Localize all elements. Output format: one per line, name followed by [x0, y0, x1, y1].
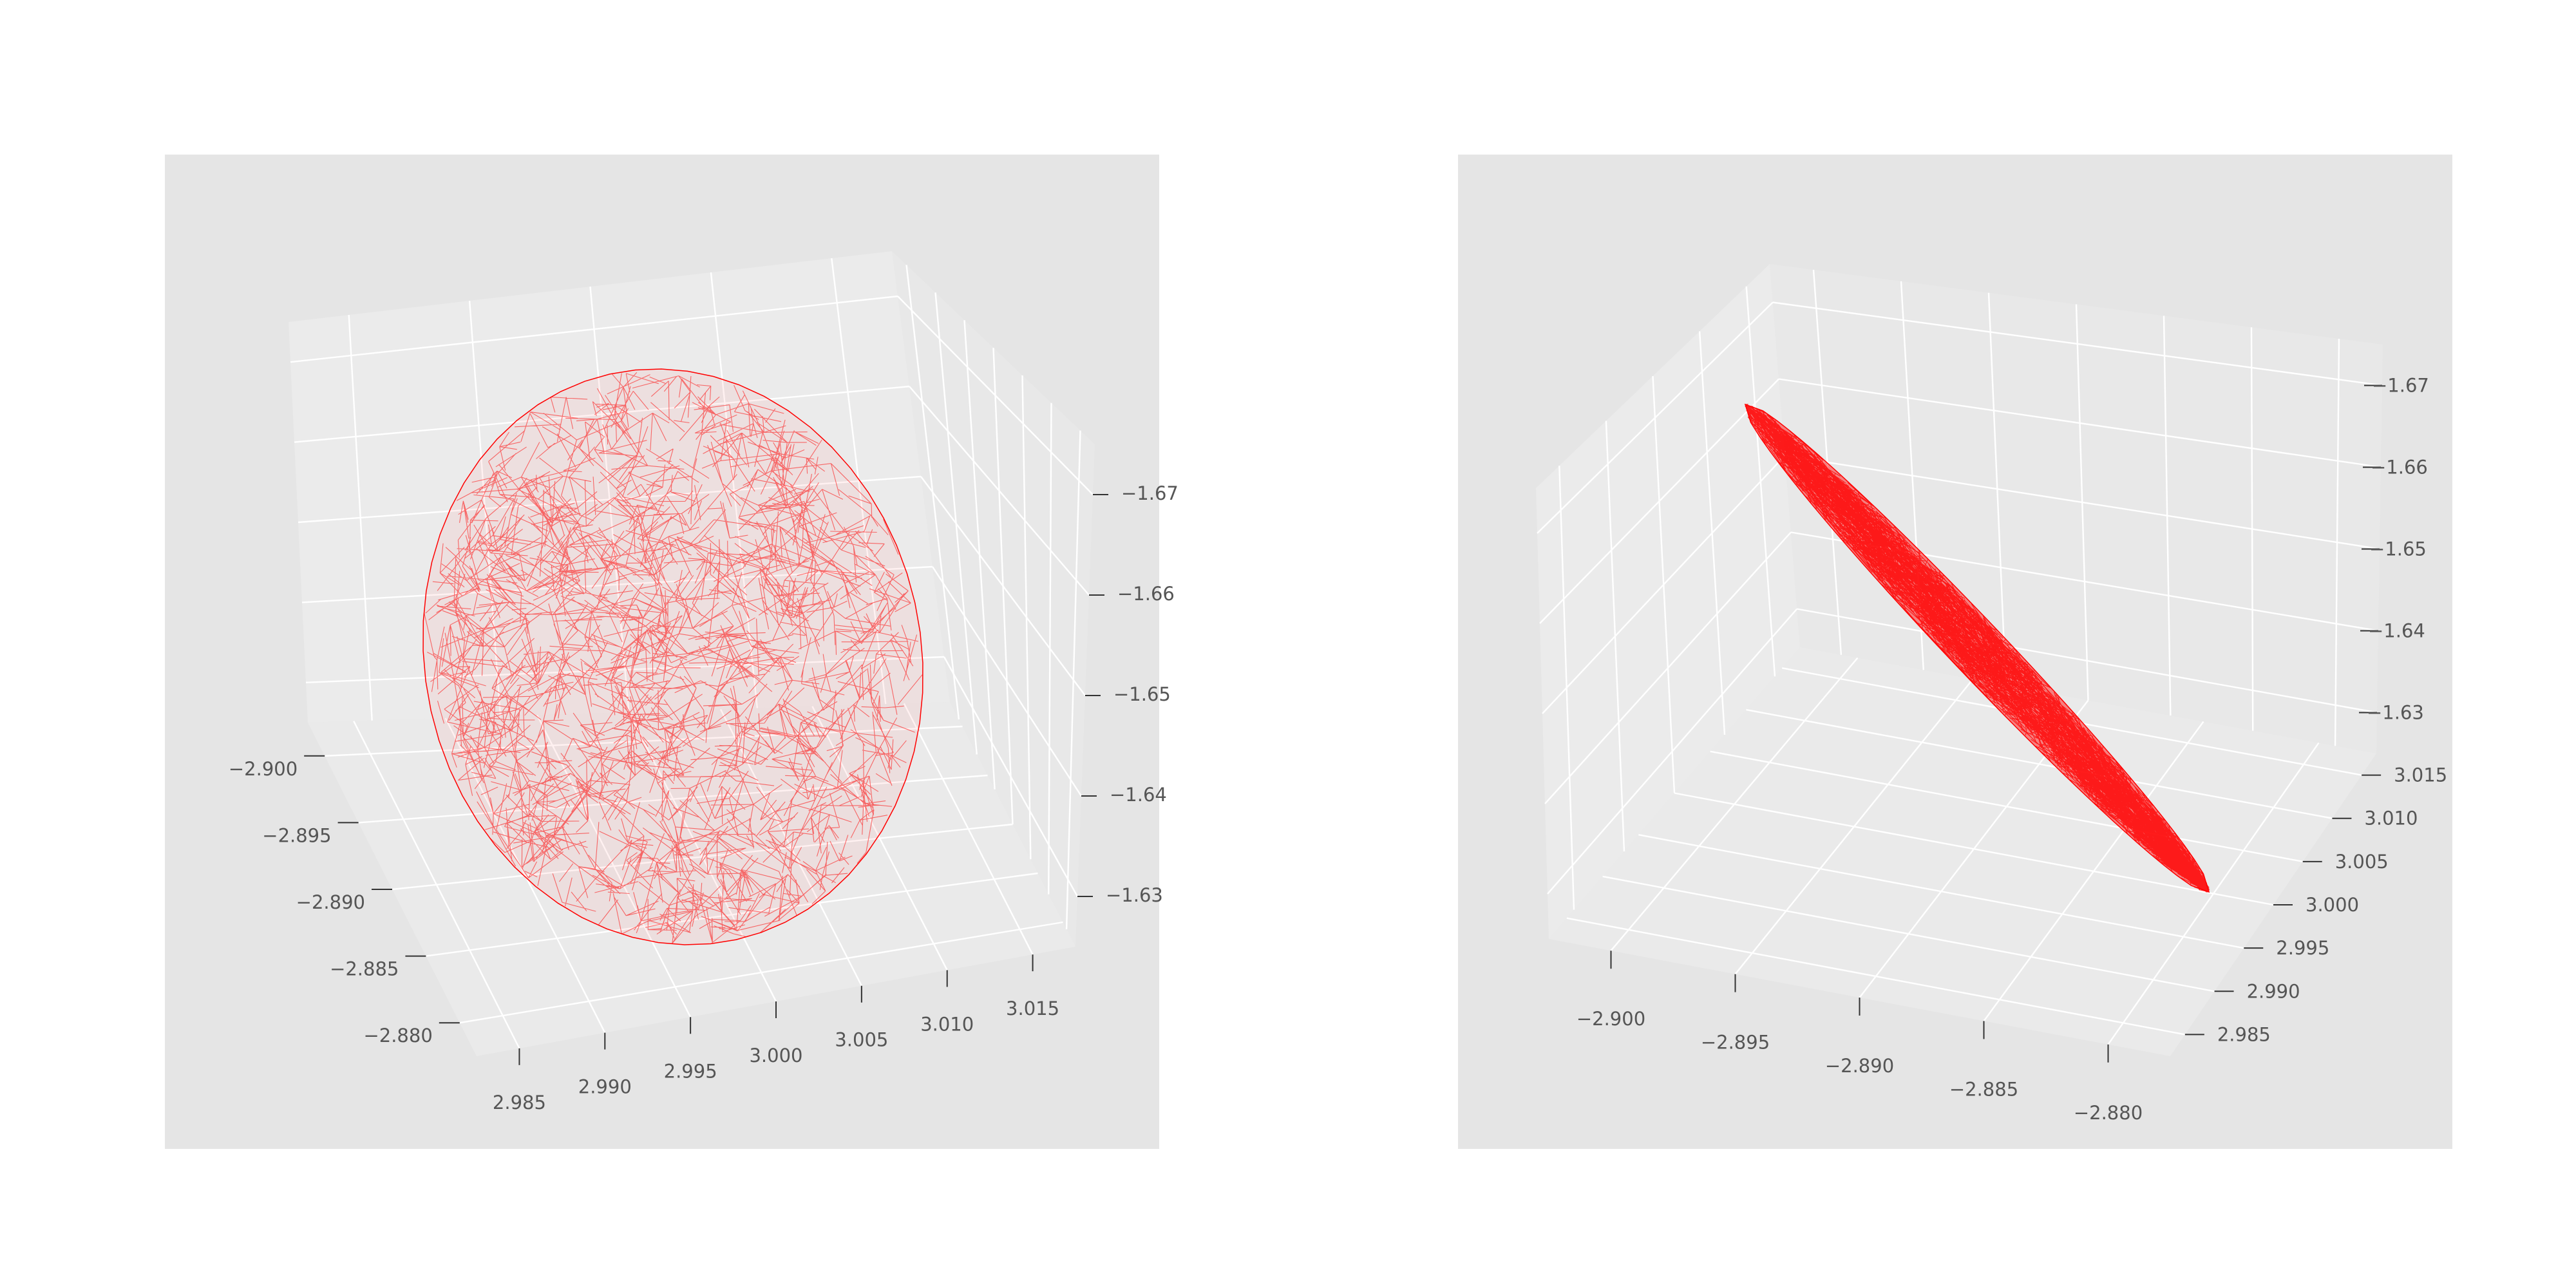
y-axis-tick-label: 2.985 — [2217, 1023, 2271, 1045]
y-axis-tick-label: 2.990 — [578, 1076, 632, 1098]
grid-line — [1638, 834, 2244, 949]
subplot-2: −2.900 −2.895 −2.890 −2.885 −2.880 2.985 2.990… — [1458, 155, 2452, 1149]
grid-line — [290, 295, 898, 363]
back-pane — [1536, 264, 1800, 939]
x-axis-tick-label: −2.900 — [229, 758, 298, 780]
z-axis-tick-label: −1.67 — [1121, 482, 1179, 504]
y-axis-tick-label: 3.010 — [920, 1013, 974, 1035]
x-axis-tick-label: −2.885 — [1949, 1078, 2018, 1100]
grid-line — [920, 476, 1086, 696]
grid-line — [897, 296, 1094, 495]
grid-line — [353, 721, 520, 1049]
y-axis-tick-label: 2.995 — [664, 1060, 717, 1082]
grid-line — [1547, 608, 1798, 895]
grid-line — [305, 656, 945, 683]
y-axis-tick-label: 3.005 — [835, 1029, 888, 1051]
grid-line — [1797, 608, 2378, 714]
z-axis-tick-label: −1.63 — [1106, 884, 1163, 906]
grid-line — [298, 475, 922, 524]
grid-line — [1772, 301, 2383, 386]
grid-line — [943, 656, 1079, 897]
grid-line — [811, 706, 948, 971]
y-axis-tick-label: 3.005 — [2335, 851, 2389, 873]
y-axis-tick-label: 3.000 — [2306, 894, 2359, 916]
grid-line — [931, 566, 1083, 797]
z-axis-tick-label: −1.66 — [2371, 457, 2428, 478]
z-axis-tick-label: −1.65 — [1113, 683, 1171, 705]
grid-line — [536, 715, 692, 1018]
grid-line — [1542, 455, 1786, 714]
grid-line — [444, 717, 606, 1034]
x-axis-tick-label: −2.885 — [330, 958, 399, 980]
y-axis-tick-label: 3.015 — [2394, 764, 2447, 786]
x-axis-tick-label: −2.880 — [2074, 1102, 2143, 1124]
grid-line — [294, 385, 910, 443]
grid-line — [1537, 301, 1774, 534]
floor-pane — [308, 702, 1075, 1056]
grid-line — [1539, 378, 1779, 624]
mesh-wireframe — [424, 372, 923, 944]
z-axis-tick-label: −1.67 — [2372, 375, 2429, 397]
grid-line — [1674, 792, 2274, 906]
mesh-wireframe — [1745, 404, 2210, 893]
grid-line — [719, 708, 862, 987]
x-axis-tick-label: −2.890 — [296, 891, 365, 913]
x-axis-tick-label: −2.895 — [1701, 1032, 1770, 1054]
x-axis-tick-label: −2.900 — [1577, 1008, 1645, 1030]
z-axis-tick-label: −1.64 — [1110, 784, 1167, 806]
y-axis-tick-label: 2.990 — [2247, 980, 2300, 1002]
grid-line — [1710, 750, 2303, 863]
y-axis-tick-label: 2.985 — [493, 1092, 546, 1113]
subplot-1: −2.900 −2.895 −2.890 −2.885 −2.880 2.985 2.990… — [165, 155, 1179, 1149]
grid-line — [1544, 531, 1792, 804]
x-axis-tick-label: −2.880 — [363, 1025, 432, 1046]
grid-line — [1602, 875, 2215, 992]
grid-line — [301, 565, 933, 603]
grid-line — [1778, 378, 2382, 468]
grid-line — [909, 386, 1090, 596]
z-axis-tick-label: −1.66 — [1117, 583, 1175, 605]
y-axis-tick-label: 3.015 — [1006, 998, 1059, 1019]
grid-line — [903, 703, 1034, 955]
x-axis-tick-label: −2.890 — [1825, 1055, 1894, 1077]
grid-line — [1566, 917, 2186, 1036]
y-axis-tick-label: 3.000 — [749, 1045, 802, 1066]
z-axis-tick-label: −1.65 — [2369, 538, 2427, 560]
grid-line — [1785, 455, 2380, 550]
x-axis-tick-label: −2.895 — [262, 824, 331, 846]
z-axis-tick-label: −1.63 — [2367, 702, 2424, 724]
y-axis-tick-label: 2.995 — [2276, 937, 2329, 959]
z-axis-tick-label: −1.64 — [2368, 620, 2425, 642]
y-axis-tick-label: 3.010 — [2364, 808, 2418, 829]
grid-line — [1746, 708, 2333, 819]
